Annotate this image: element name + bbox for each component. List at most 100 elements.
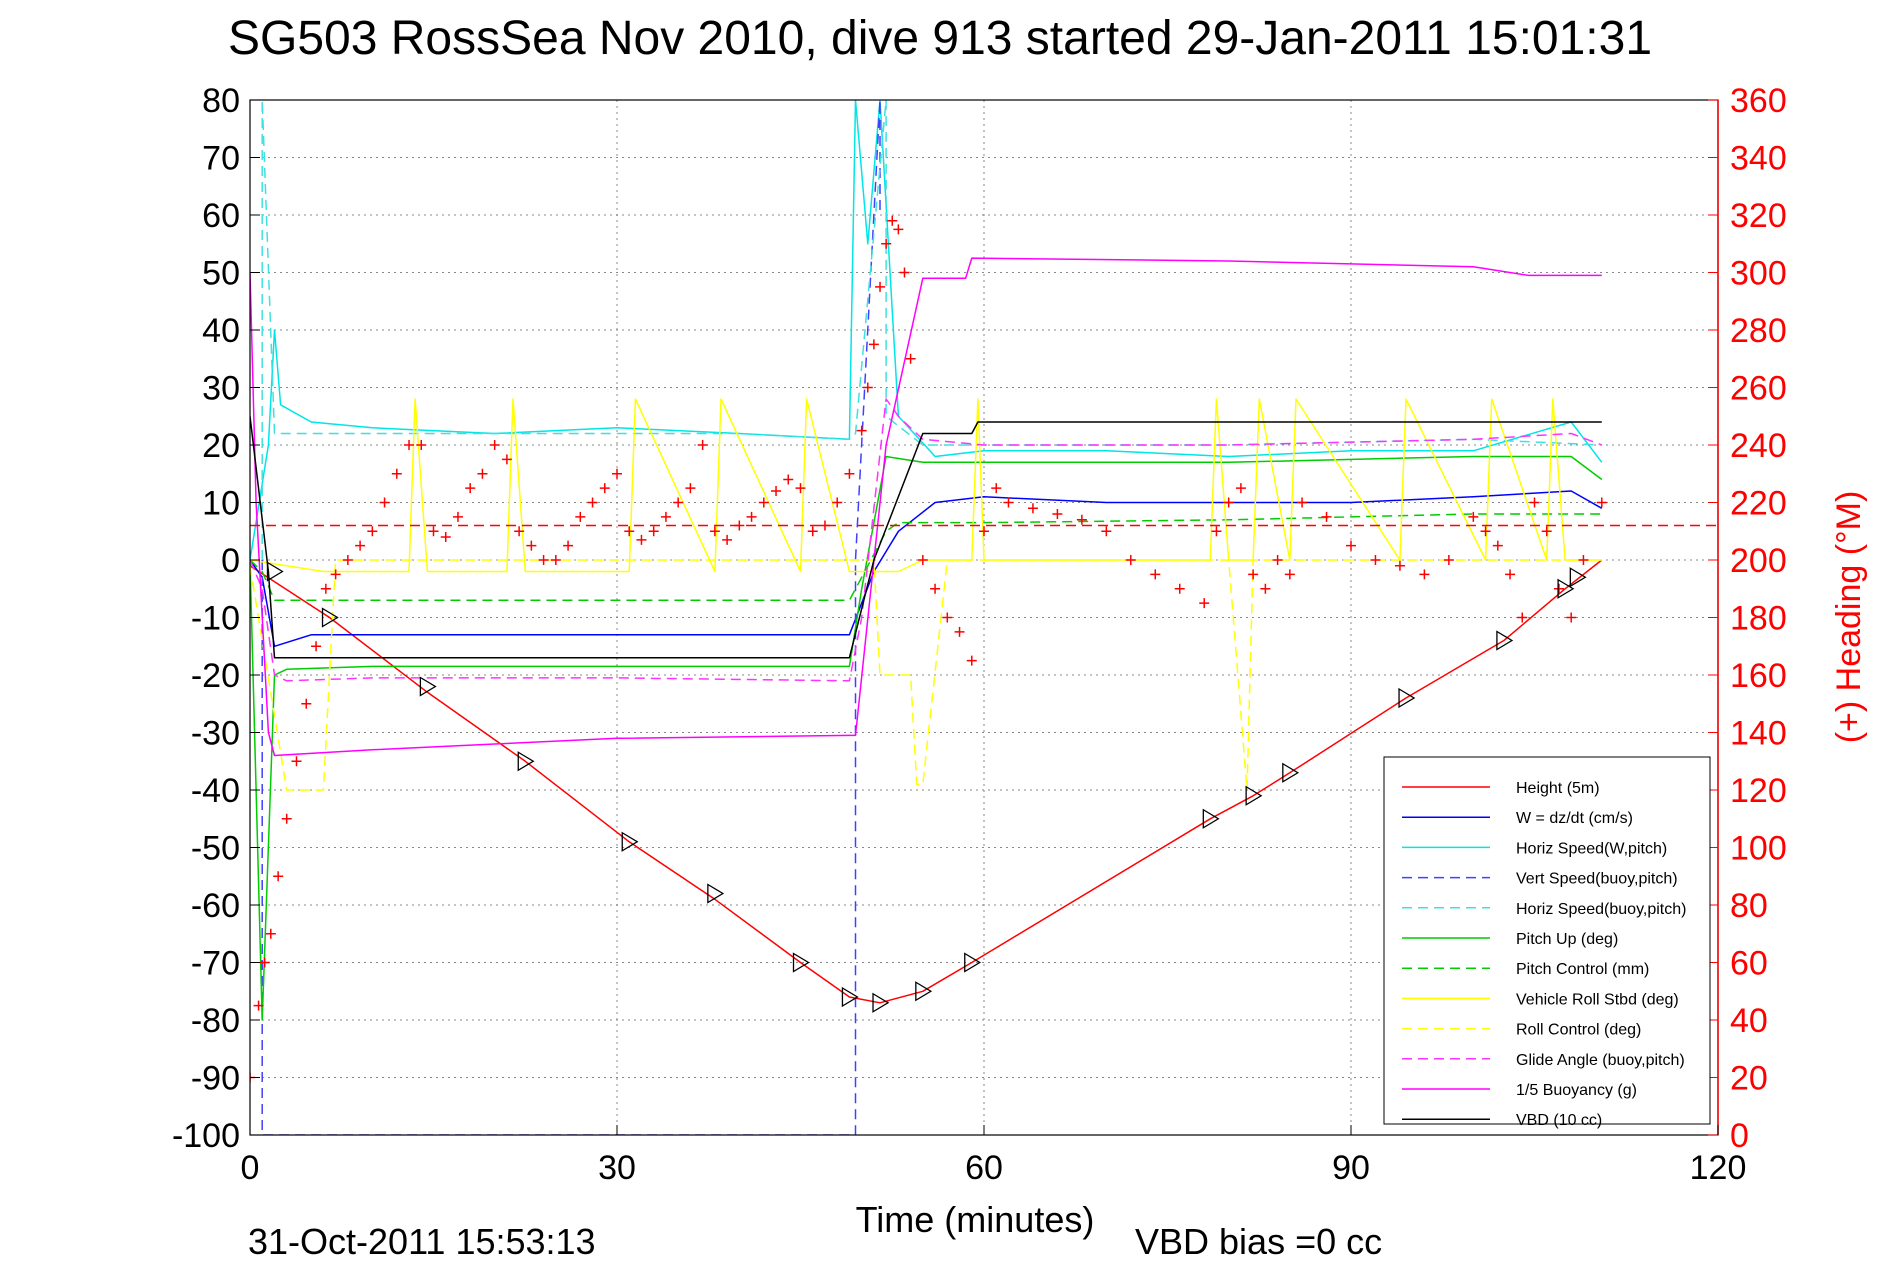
x-axis-label: Time (minutes) — [856, 1199, 1095, 1240]
y2-tick-label: 60 — [1730, 945, 1768, 983]
heading-point — [1223, 497, 1234, 508]
legend-label-glide-angle-buoy-pitch: Glide Angle (buoy,pitch) — [1516, 1052, 1685, 1069]
y-tick-label: -20 — [191, 657, 240, 695]
data-series — [250, 100, 1603, 1135]
y-tick-label: -10 — [191, 600, 240, 638]
y2-tick-label: 360 — [1730, 82, 1787, 120]
heading-point — [746, 511, 757, 522]
heading-point — [1443, 555, 1454, 565]
depth-marker-point — [621, 831, 639, 852]
heading-point — [758, 497, 769, 508]
heading-point — [1346, 540, 1356, 551]
heading-point — [783, 474, 794, 485]
x-tick-label: 60 — [965, 1149, 1003, 1187]
y-tick-label: -70 — [191, 945, 240, 983]
y2-tick-label: 220 — [1730, 485, 1787, 523]
depth-marker-point — [419, 676, 437, 697]
y2-tick-label: 300 — [1730, 255, 1787, 293]
heading-point — [452, 511, 463, 522]
y-tick-label: 60 — [202, 197, 240, 235]
heading-point — [930, 583, 941, 594]
heading-point — [1517, 612, 1528, 623]
y2-tick-label: 340 — [1730, 140, 1787, 178]
series-line-vehicle-roll-stbd-deg — [250, 398, 1602, 573]
x-tick-label: 120 — [1690, 1149, 1747, 1187]
heading-point — [273, 871, 284, 882]
heading-point — [1027, 503, 1038, 514]
heading-point — [648, 526, 659, 537]
depth-marker-point — [1496, 630, 1514, 651]
series-line-height-5m — [250, 559, 1603, 1004]
heading-point — [259, 957, 270, 968]
heading-point — [875, 281, 886, 292]
depth-marker-point — [964, 952, 982, 973]
y-tick-label: 50 — [202, 255, 240, 293]
heading-point — [1101, 526, 1112, 537]
depth-marker-point — [1202, 808, 1220, 829]
legend-label-horiz-speed-buoy-pitch: Horiz Speed(buoy,pitch) — [1516, 901, 1686, 918]
y-tick-label: 0 — [221, 542, 240, 580]
heading-point — [807, 526, 818, 537]
depth-marker-point — [872, 992, 890, 1013]
y-tick-label: -80 — [191, 1002, 240, 1040]
heading-point — [1003, 497, 1014, 508]
y2-tick-label: 100 — [1730, 830, 1787, 868]
legend-label-1-5-buoyancy-g: 1/5 Buoyancy (g) — [1516, 1082, 1637, 1099]
heading-point — [1248, 569, 1259, 580]
heading-point — [819, 520, 830, 531]
y2-tick-label: 140 — [1730, 715, 1787, 753]
heading-point — [856, 425, 867, 436]
y2-tick-label: 80 — [1730, 887, 1768, 925]
y2-tick-label: 120 — [1730, 772, 1787, 810]
heading-point — [1578, 555, 1589, 565]
heading-point — [673, 497, 684, 508]
x-tick-label: 0 — [241, 1149, 260, 1187]
heading-point — [1272, 555, 1283, 565]
heading-point — [428, 526, 439, 537]
depth-marker-point — [707, 883, 725, 904]
heading-point — [905, 353, 916, 364]
heading-point — [862, 382, 873, 393]
heading-point — [1553, 583, 1564, 594]
heading-point — [526, 540, 537, 551]
heading-point — [1566, 612, 1577, 623]
heading-point — [1297, 497, 1308, 508]
heading-point — [391, 468, 402, 479]
heading-point — [685, 483, 696, 494]
heading-point — [1529, 497, 1540, 508]
y-tick-label: -40 — [191, 772, 240, 810]
heading-markers — [250, 215, 1607, 1083]
y-tick-label: -90 — [191, 1060, 240, 1098]
heading-point — [844, 468, 855, 479]
depth-marker-point — [266, 561, 284, 582]
depth-marker-point — [1569, 567, 1587, 588]
y-tick-label: 40 — [202, 312, 240, 350]
y-tick-label: -100 — [172, 1117, 240, 1155]
chart-title: SG503 RossSea Nov 2010, dive 913 started… — [228, 12, 1652, 65]
series-line-glide-angle-buoy-pitch — [250, 398, 1603, 682]
y2-tick-label: 200 — [1730, 542, 1787, 580]
series-line-pitch-up-deg — [250, 455, 1603, 1021]
x-tick-label: 30 — [598, 1149, 636, 1187]
depth-marker-point — [915, 981, 933, 1002]
x-axis: 0 30 60 90 120 — [241, 1125, 1747, 1187]
y-tick-label: -30 — [191, 715, 240, 753]
heading-point — [477, 468, 488, 479]
heading-point — [599, 483, 610, 494]
heading-point — [991, 483, 1002, 494]
depth-marker-point — [1557, 578, 1575, 599]
heading-point — [795, 483, 806, 494]
heading-point — [1541, 526, 1552, 537]
heading-point — [1260, 583, 1271, 594]
heading-point — [1199, 598, 1210, 609]
heading-point — [899, 267, 910, 278]
heading-point — [1419, 569, 1430, 580]
heading-point — [253, 1000, 264, 1011]
series-line-horiz-speed-w-pitch — [250, 100, 1603, 561]
heading-point — [311, 641, 322, 652]
heading-point — [342, 555, 353, 565]
heading-point — [709, 526, 720, 537]
y2-tick-label: 260 — [1730, 370, 1787, 408]
heading-point — [624, 526, 635, 537]
y-tick-label: -50 — [191, 830, 240, 868]
